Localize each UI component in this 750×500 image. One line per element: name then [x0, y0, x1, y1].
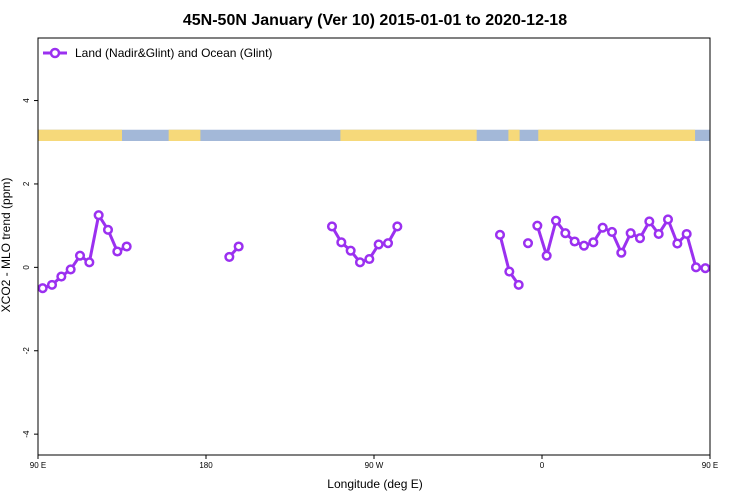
- y-tick-label: -2: [22, 347, 31, 355]
- y-axis: -4 -2 0 2 4: [22, 98, 38, 438]
- land-band: [340, 129, 477, 141]
- data-point: [233, 241, 244, 252]
- data-point: [644, 216, 655, 227]
- data-point: [336, 237, 347, 248]
- legend-label: Land (Nadir&Glint) and Ocean (Glint): [75, 46, 272, 60]
- data-point: [541, 250, 552, 261]
- data-point: [224, 251, 235, 262]
- land-ocean-strip: [38, 129, 710, 141]
- data-point: [560, 228, 571, 239]
- x-tick-label: 90 E: [30, 461, 46, 470]
- series-line: [498, 234, 520, 286]
- data-point: [121, 241, 132, 252]
- data-point: [373, 239, 384, 250]
- data-point: [606, 226, 618, 237]
- data-point: [653, 228, 664, 240]
- x-axis-label: Longitude (deg E): [327, 477, 422, 491]
- data-point: [345, 245, 356, 256]
- data-point: [513, 279, 524, 290]
- data-point: [112, 246, 123, 257]
- legend-marker: [49, 47, 61, 59]
- data-point: [37, 283, 48, 294]
- data-point: [690, 262, 702, 273]
- data-point: [532, 220, 543, 231]
- y-tick-label: 2: [22, 181, 31, 186]
- data-point: [625, 228, 636, 239]
- data-point: [578, 240, 590, 251]
- data-point: [326, 221, 338, 232]
- data-point: [504, 266, 515, 277]
- data-point: [494, 229, 506, 240]
- data-point: [93, 210, 104, 221]
- y-tick-label: 0: [22, 265, 31, 270]
- data-point: [672, 238, 683, 249]
- data-point: [597, 222, 608, 233]
- data-point: [662, 214, 674, 225]
- data-point: [84, 257, 95, 268]
- x-tick-label: 180: [199, 461, 213, 470]
- y-tick-label: -4: [22, 430, 31, 438]
- x-tick-label: 0: [540, 461, 545, 470]
- series-line: [42, 213, 128, 290]
- plot-frame: [37, 37, 711, 456]
- legend: Land (Nadir&Glint) and Ocean (Glint): [43, 46, 272, 60]
- y-axis-label: XCO2 - MLO trend (ppm): [0, 178, 13, 313]
- data-point: [364, 253, 375, 265]
- data-point: [700, 263, 711, 274]
- data-point: [382, 238, 394, 249]
- data-point: [550, 215, 562, 226]
- chart-title: 45N-50N January (Ver 10) 2015-01-01 to 2…: [183, 12, 567, 29]
- data-point: [616, 247, 627, 258]
- land-band: [168, 129, 201, 141]
- data-point: [588, 237, 599, 248]
- x-axis: 90 E 180 90 W 0 90 E: [30, 455, 718, 470]
- data-point: [569, 236, 580, 247]
- land-band: [538, 129, 696, 141]
- data-point: [46, 279, 58, 290]
- land-band: [508, 129, 520, 141]
- data-point: [56, 271, 67, 282]
- x-tick-label: 90 W: [365, 461, 384, 470]
- series-layer: [37, 210, 711, 294]
- data-point: [681, 228, 692, 240]
- data-point: [65, 264, 76, 275]
- data-point: [634, 233, 646, 244]
- data-point: [392, 221, 403, 232]
- data-point: [102, 224, 114, 235]
- land-band: [38, 129, 122, 141]
- data-point: [522, 238, 534, 249]
- data-point: [74, 250, 86, 261]
- data-point: [354, 257, 366, 268]
- x-tick-label: 90 E: [702, 461, 718, 470]
- y-tick-label: 4: [22, 98, 31, 103]
